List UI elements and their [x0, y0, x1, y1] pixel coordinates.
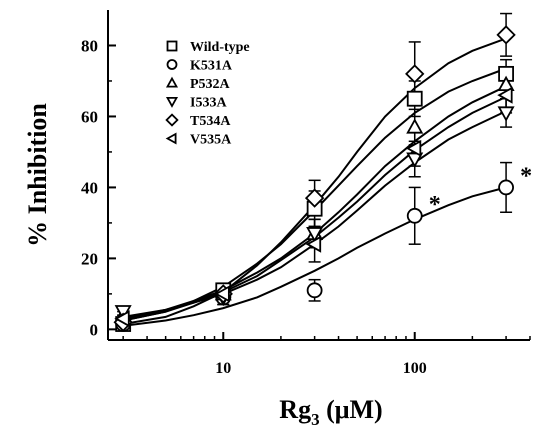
x-tick-label: 10: [215, 360, 231, 377]
data-point: [497, 86, 513, 104]
axis-labels: % Inhibition Rg3 (μM): [23, 103, 383, 429]
data-point: [406, 90, 423, 107]
legend-marker: [165, 132, 177, 145]
markers: [113, 25, 516, 332]
y-tick-label: 60: [81, 107, 98, 126]
legend-label: I533A: [190, 96, 227, 111]
data-point: [498, 179, 514, 196]
fit-line: [122, 85, 507, 320]
data-point: [304, 188, 325, 208]
data-point: [214, 285, 230, 303]
y-axis-title: % Inhibition: [23, 103, 52, 247]
data-point: [497, 75, 515, 92]
y-tick-label: 20: [81, 249, 98, 268]
data-point: [496, 25, 516, 45]
fit-lines: [122, 37, 507, 327]
data-point: [497, 106, 515, 122]
x-axis-title: Rg3 (μM): [279, 395, 382, 429]
legend-label: K531A: [190, 59, 233, 74]
legend-marker: [166, 40, 178, 52]
y-tick-label: 40: [81, 178, 98, 197]
legend-label: V535A: [190, 133, 232, 148]
data-point: [406, 152, 424, 168]
x-tick-label: 100: [403, 360, 427, 377]
significance-marker: *: [429, 192, 441, 218]
legend-label: P532A: [190, 77, 231, 92]
data-point: [405, 64, 425, 84]
data-point: [406, 118, 424, 134]
legend-label: T534A: [190, 114, 231, 129]
legend: Wild-type K531A P532A I533A T534A V535A: [165, 40, 250, 148]
data-point: [406, 207, 423, 224]
legend-marker: [166, 59, 178, 70]
legend-marker: [165, 76, 179, 88]
plot-frame: 0 20 40 60 80 10 100: [81, 10, 531, 377]
data-point: [114, 310, 130, 328]
legend-marker: [165, 113, 179, 127]
annotations: **: [429, 163, 532, 217]
y-tick-label: 80: [81, 36, 98, 55]
legend-label: Wild-type: [190, 40, 250, 55]
data-point: [405, 139, 422, 157]
fit-line: [123, 186, 507, 327]
data-point: [306, 282, 323, 299]
significance-marker: *: [520, 163, 532, 189]
fit-line: [122, 95, 507, 322]
data-point: [305, 235, 322, 253]
y-tick-label: 0: [90, 320, 99, 339]
fit-line: [123, 37, 507, 325]
legend-marker: [165, 97, 179, 108]
data-point: [306, 227, 324, 243]
